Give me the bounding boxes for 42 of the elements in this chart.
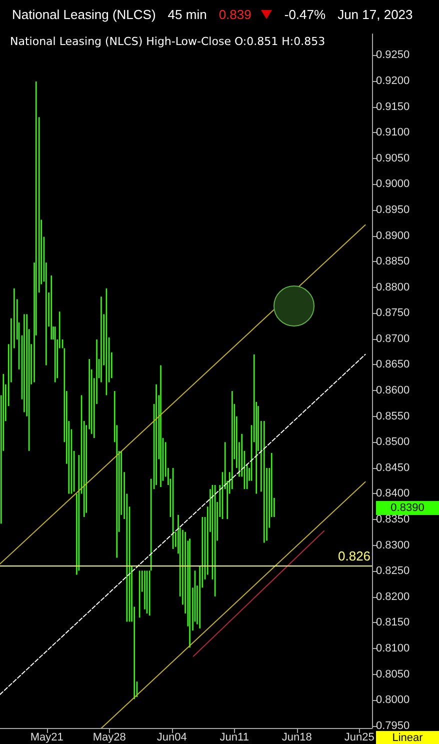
y-tick-label: 0.8900 [376, 230, 410, 242]
text: Linear [376, 731, 439, 744]
x-tick-label: May28 [92, 732, 126, 744]
text: 45 min [168, 7, 207, 22]
y-tick-label: 0.8150 [376, 616, 410, 629]
x-tick-label: Jun25 [344, 732, 374, 744]
y-tick-label: 0.8300 [376, 539, 410, 552]
y-tick-label: 0.8550 [376, 410, 410, 422]
y-tick-label: 0.9150 [376, 100, 410, 113]
y-tick-label: 0.8850 [376, 256, 410, 268]
y-tick-label: 0.8450 [376, 462, 410, 474]
y-tick-label: 0.8500 [376, 436, 410, 448]
x-tick-label: Jun04 [156, 732, 187, 744]
y-tick-label: 0.8400 [376, 488, 410, 500]
text: 0.839 [218, 7, 252, 22]
text: Jun 17, 2023 [338, 7, 413, 22]
chart-subtitle: National Leasing (NLCS) High-Low-Close O:0.851 H:0.853 [10, 35, 326, 48]
x-tick-label: Jun18 [282, 732, 312, 744]
y-tick-label: 0.8950 [376, 204, 410, 216]
y-tick-label: 0.8100 [376, 642, 410, 655]
y-tick-label: 0.7950 [376, 720, 410, 732]
y-tick-label: 0.8350 [376, 514, 410, 526]
chart-title: National Leasing (NLCS) [12, 7, 156, 22]
ref-line-label: 0.826 [338, 548, 371, 564]
y-tick-label: 0.8600 [376, 384, 410, 397]
y-tick-label: 0.8700 [376, 332, 410, 345]
x-tick-label: Jun11 [220, 732, 249, 744]
y-tick-label: 0.9050 [376, 152, 410, 164]
y-tick-label: 0.9200 [376, 74, 410, 87]
y-tick-label: 0.9000 [376, 178, 410, 190]
y-tick-label: 0.8650 [376, 358, 410, 371]
y-tick-label: 0.9100 [376, 126, 410, 139]
y-tick-label: 0.8750 [376, 307, 410, 320]
y-tick-label: 0.8050 [376, 668, 410, 680]
x-tick-label: May21 [30, 732, 64, 744]
y-tick-label: 0.8200 [376, 590, 410, 603]
y-tick-label: 0.8000 [376, 694, 410, 706]
y-tick-label: 0.8800 [376, 281, 410, 294]
y-tick-label: 0.8250 [376, 565, 410, 578]
y-tick-label: 0.9250 [376, 49, 410, 62]
text: 0.8390 [376, 501, 439, 515]
text: -0.47% [284, 7, 326, 22]
